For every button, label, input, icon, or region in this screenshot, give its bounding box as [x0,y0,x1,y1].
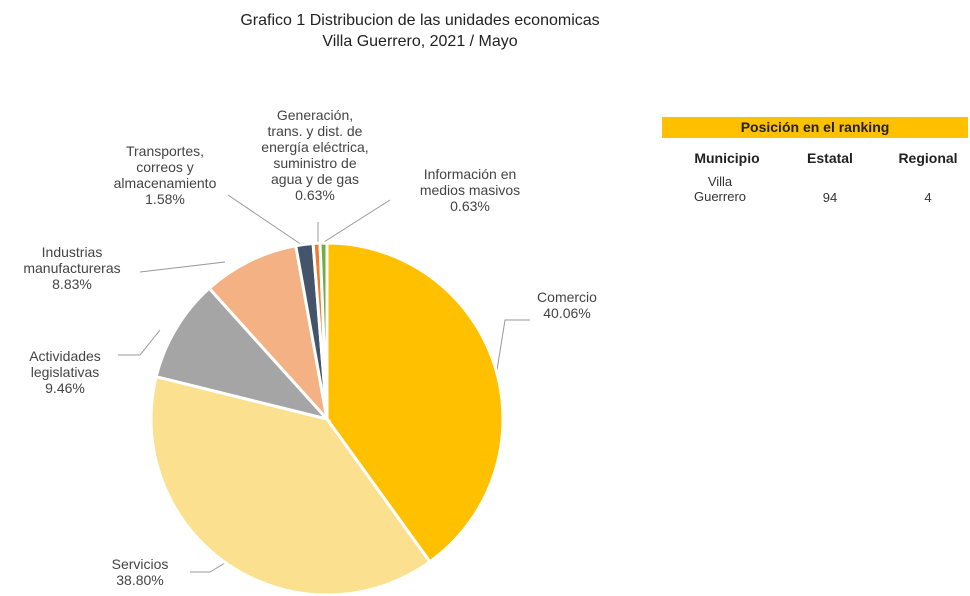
value-label: 8.83% [52,276,92,292]
value-label: 0.63% [295,187,335,203]
pie-slice [207,244,330,424]
slice-label: Servicios 38.80% [112,556,169,588]
value-label: 1.58% [145,191,185,207]
pie-slice [149,374,432,596]
leader-lines [118,194,530,573]
pie-slice [325,241,505,564]
slice-label: Actividades legislativas 9.46% [29,348,101,396]
table-cell: 94 [822,190,838,205]
table-cell: Villa Guerrero [693,174,747,204]
category-label: Industrias manufactureras [23,244,121,276]
chart-title: Grafico 1 Distribucion de las unidades e… [240,12,600,29]
chart-subtitle: Villa Guerrero, 2021 / Mayo [322,33,518,50]
category-label: Comercio [537,289,597,305]
pie-slice [318,241,329,420]
slice-label: Información en medios masivos 0.63% [420,166,520,214]
table-header: Regional [898,150,958,166]
slice-label: Generación, trans. y dist. de energía el… [261,107,368,203]
category-label: Actividades legislativas [29,348,101,380]
table-title: Posición en el ranking [662,117,968,138]
category-label: Transportes, correos y almacenamiento [113,143,217,191]
value-label: 0.63% [450,198,490,214]
table-header: Municipio [694,150,760,166]
value-label: 38.80% [116,572,164,588]
value-label: 9.46% [45,380,85,396]
slice-label: Industrias manufactureras 8.83% [23,244,120,292]
pie-slice [154,286,332,422]
table-header: Estatal [807,150,853,166]
category-label: Información en medios masivos [419,166,521,198]
slice-label: Transportes, correos y almacenamiento 1.5… [114,143,217,207]
table-cell: 4 [924,190,932,205]
slice-label: Comercio 40.06% [537,289,597,321]
category-label: Servicios [111,556,169,572]
category-label: Generación, trans. y dist. de energía el… [261,107,369,187]
value-label: 40.06% [543,305,591,321]
